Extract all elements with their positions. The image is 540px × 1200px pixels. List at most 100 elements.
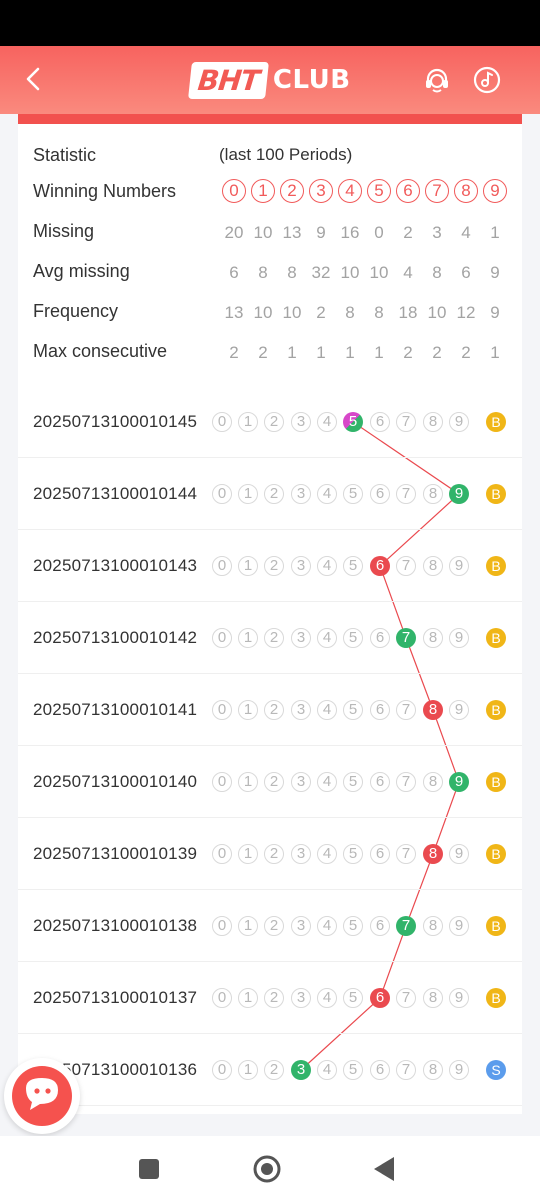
size-badge: B: [486, 412, 506, 432]
winning-number-marker: 7: [396, 916, 416, 936]
period-row: 20250713100010139 0 1 2 3 4 5 6 7 8 9 B: [18, 818, 522, 890]
number-cell: 3: [291, 556, 311, 576]
number-cell: 7: [396, 484, 416, 504]
square-icon: [139, 1159, 159, 1179]
number-cell: 3: [291, 844, 311, 864]
stat-value: 9: [490, 263, 500, 282]
period-id: 20250713100010137: [33, 988, 198, 1007]
number-cell: 3: [291, 988, 311, 1008]
stat-value: 8: [287, 263, 297, 282]
number-cell: 8: [423, 988, 443, 1008]
number-cell: 6: [370, 772, 390, 792]
number-cell: 5: [343, 916, 363, 936]
winning-number-ball: 1: [251, 179, 275, 203]
stat-value: 12: [456, 303, 476, 322]
number-cell: 5: [343, 1060, 363, 1080]
headset-icon: [426, 68, 448, 93]
stat-value: 4: [461, 223, 471, 242]
number-cell: 1: [238, 1060, 258, 1080]
recent-apps-button[interactable]: [132, 1152, 166, 1186]
number-cell: 8: [423, 484, 443, 504]
triangle-back-icon: [374, 1157, 394, 1181]
number-cell: 0: [212, 772, 232, 792]
winning-number-ball: 5: [367, 179, 391, 203]
number-cell: 3: [291, 700, 311, 720]
stat-value: 13: [224, 303, 244, 322]
winning-number-marker: 9: [449, 484, 469, 504]
number-cell: 1: [238, 844, 258, 864]
number-cell: 9: [449, 628, 469, 648]
logo: BHT CLUB: [188, 59, 351, 101]
winning-number-ball: 3: [309, 179, 333, 203]
period-id: 20250713100010136: [33, 1060, 198, 1079]
stat-value: 8: [258, 263, 268, 282]
number-cell: 6: [370, 700, 390, 720]
stat-value: 9: [316, 223, 326, 242]
stat-row-label: Frequency: [33, 301, 119, 321]
number-cell: 5: [343, 988, 363, 1008]
number-cell: 7: [396, 1060, 416, 1080]
winning-number-ball: 8: [454, 179, 478, 203]
number-cell: 0: [212, 1060, 232, 1080]
period-row: 20250713100010138 0 1 2 3 4 5 6 7 8 9 B: [18, 890, 522, 962]
stat-title: Statistic: [33, 145, 97, 165]
winning-number-marker: 8: [423, 844, 443, 864]
customer-service-button[interactable]: [422, 65, 452, 95]
stat-value: 1: [490, 343, 500, 362]
period-row: 20250713100010136 0 1 2 3 4 5 6 7 8 9 S: [18, 1034, 522, 1106]
logo-sub: CLUB: [272, 65, 351, 95]
stat-value: 0: [374, 223, 384, 242]
period-row: 20250713100010144 0 1 2 3 4 5 6 7 8 9 B: [18, 458, 522, 530]
stat-value: 1: [287, 343, 297, 362]
number-cell: 4: [317, 412, 337, 432]
stat-value: 1: [345, 343, 355, 362]
home-button[interactable]: [250, 1152, 284, 1186]
number-cell: 4: [317, 772, 337, 792]
back-nav-button[interactable]: [367, 1152, 401, 1186]
stat-row-label: Missing: [33, 221, 95, 241]
stat-value: 2: [403, 343, 413, 362]
number-cell: 8: [423, 772, 443, 792]
number-cell: 8: [423, 1060, 443, 1080]
period-id: 20250713100010144: [33, 484, 198, 503]
number-cell: 1: [238, 484, 258, 504]
circle-home-icon: [253, 1155, 281, 1183]
statistics-card: Statistic (last 100 Periods) Winning Num…: [18, 114, 522, 1114]
winning-number-marker: 5: [343, 412, 363, 432]
number-cell: 4: [317, 484, 337, 504]
stat-value: 2: [432, 343, 442, 362]
number-cell: 5: [343, 484, 363, 504]
winning-numbers-label: Winning Numbers: [33, 181, 177, 201]
stat-value: 2: [316, 303, 326, 322]
winning-number-ball: 7: [425, 179, 449, 203]
number-cell: 9: [449, 844, 469, 864]
number-cell: 1: [238, 988, 258, 1008]
number-cell: 2: [264, 916, 284, 936]
size-badge: B: [486, 556, 506, 576]
music-button[interactable]: [472, 65, 502, 95]
stat-value: 1: [490, 223, 500, 242]
period-row: 20250713100010140 0 1 2 3 4 5 6 7 8 9 B: [18, 746, 522, 818]
stat-value: 18: [398, 303, 418, 322]
size-badge: B: [486, 844, 506, 864]
number-cell: 7: [396, 772, 416, 792]
number-cell: 8: [423, 916, 443, 936]
stat-row: Max consecutive 2 2 1 1 1 1 2 2 2 1: [33, 337, 513, 367]
stat-row: Missing 20 10 13 9 16 0 2 3 4 1: [33, 217, 513, 247]
stat-value: 13: [282, 223, 302, 242]
winning-number-ball: 4: [338, 179, 362, 203]
number-cell: 5: [343, 556, 363, 576]
number-cell: 6: [370, 484, 390, 504]
period-row: 20250713100010137 0 1 2 3 4 5 6 7 8 9 B: [18, 962, 522, 1034]
number-cell: 2: [264, 628, 284, 648]
number-cell: 0: [212, 844, 232, 864]
winning-number-ball: 6: [396, 179, 420, 203]
number-cell: 0: [212, 916, 232, 936]
number-cell: 9: [449, 700, 469, 720]
number-cell: 9: [449, 556, 469, 576]
stat-row-label: Max consecutive: [33, 341, 168, 361]
chat-button[interactable]: [4, 1058, 80, 1134]
back-button[interactable]: [18, 64, 48, 94]
number-cell: 0: [212, 556, 232, 576]
